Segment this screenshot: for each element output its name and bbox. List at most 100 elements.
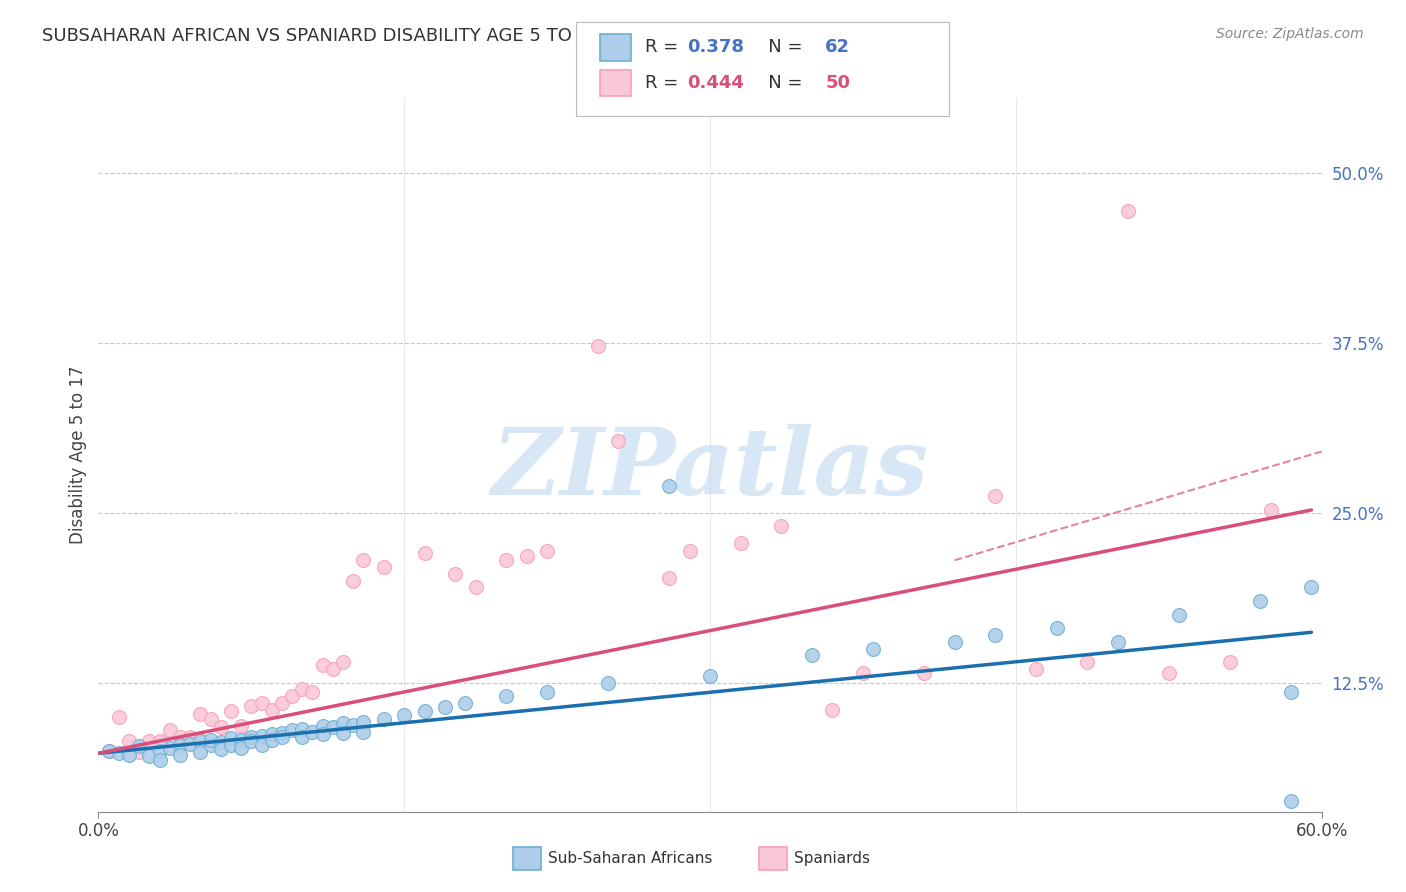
Point bbox=[1279, 794, 1302, 808]
Point bbox=[658, 571, 681, 585]
Point bbox=[332, 726, 354, 740]
Point bbox=[209, 735, 232, 749]
Text: 50: 50 bbox=[825, 74, 851, 92]
Point bbox=[260, 727, 283, 741]
Point bbox=[679, 543, 702, 558]
Point bbox=[291, 730, 314, 744]
Point bbox=[516, 549, 538, 564]
Point bbox=[1045, 621, 1069, 635]
Point bbox=[108, 746, 131, 760]
Point bbox=[260, 732, 283, 747]
Point bbox=[169, 738, 191, 752]
Point bbox=[352, 724, 374, 739]
Point bbox=[240, 734, 263, 748]
Point bbox=[128, 745, 150, 759]
Point bbox=[240, 698, 263, 713]
Point bbox=[231, 740, 253, 755]
Point bbox=[209, 721, 232, 735]
Point bbox=[250, 729, 273, 743]
Text: N =: N = bbox=[751, 74, 808, 92]
Point bbox=[270, 730, 294, 744]
Point bbox=[984, 489, 1007, 503]
Point bbox=[169, 747, 191, 762]
Text: N =: N = bbox=[751, 38, 808, 56]
Point bbox=[209, 742, 232, 756]
Point bbox=[159, 723, 181, 738]
Point bbox=[352, 714, 374, 729]
Point bbox=[1116, 203, 1139, 218]
Point bbox=[118, 747, 141, 762]
Point bbox=[260, 703, 283, 717]
Point bbox=[128, 739, 150, 754]
Text: R =: R = bbox=[645, 38, 685, 56]
Text: Spaniards: Spaniards bbox=[794, 852, 870, 866]
Point bbox=[200, 732, 222, 747]
Point bbox=[495, 689, 517, 703]
Point bbox=[322, 721, 344, 735]
Point bbox=[352, 553, 374, 567]
Point bbox=[413, 704, 436, 718]
Point bbox=[97, 743, 120, 757]
Point bbox=[464, 581, 486, 595]
Y-axis label: Disability Age 5 to 17: Disability Age 5 to 17 bbox=[69, 366, 87, 544]
Point bbox=[270, 726, 294, 740]
Point bbox=[188, 732, 212, 747]
Point bbox=[188, 745, 212, 759]
Point bbox=[536, 685, 558, 699]
Point bbox=[270, 696, 294, 710]
Point bbox=[240, 730, 263, 744]
Point bbox=[281, 723, 304, 738]
Text: Sub-Saharan Africans: Sub-Saharan Africans bbox=[548, 852, 713, 866]
Text: 62: 62 bbox=[825, 38, 851, 56]
Point bbox=[1279, 685, 1302, 699]
Point bbox=[943, 635, 966, 649]
Point bbox=[138, 749, 160, 764]
Point bbox=[1301, 581, 1323, 595]
Point bbox=[1260, 503, 1282, 517]
Text: 0.444: 0.444 bbox=[688, 74, 744, 92]
Point bbox=[821, 703, 844, 717]
Point bbox=[454, 696, 477, 710]
Point bbox=[149, 743, 172, 757]
Point bbox=[250, 696, 273, 710]
Point bbox=[97, 743, 120, 757]
Text: R =: R = bbox=[645, 74, 685, 92]
Point bbox=[250, 738, 273, 752]
Point bbox=[342, 717, 364, 731]
Point bbox=[392, 708, 416, 723]
Text: ZIPatlas: ZIPatlas bbox=[492, 425, 928, 514]
Point bbox=[434, 700, 457, 714]
Point bbox=[108, 709, 131, 723]
Point bbox=[1076, 655, 1098, 669]
Point bbox=[852, 666, 875, 681]
Point bbox=[342, 574, 364, 588]
Point bbox=[598, 675, 620, 690]
Point bbox=[219, 704, 242, 718]
Point bbox=[495, 553, 517, 567]
Point bbox=[984, 628, 1007, 642]
Point bbox=[607, 434, 630, 448]
Point bbox=[912, 666, 935, 681]
Point bbox=[770, 519, 793, 533]
Point bbox=[1025, 662, 1047, 676]
Point bbox=[159, 740, 181, 755]
Point bbox=[179, 730, 201, 744]
Point bbox=[658, 478, 681, 492]
Point bbox=[219, 738, 242, 752]
Point bbox=[730, 535, 752, 549]
Point bbox=[118, 734, 141, 748]
Point bbox=[200, 712, 222, 726]
Point bbox=[281, 689, 304, 703]
Point bbox=[699, 669, 721, 683]
Point bbox=[312, 719, 335, 733]
Point bbox=[586, 338, 609, 352]
Point bbox=[332, 655, 354, 669]
Point bbox=[1219, 655, 1241, 669]
Text: 0.378: 0.378 bbox=[688, 38, 745, 56]
Point bbox=[444, 566, 467, 581]
Point bbox=[322, 662, 344, 676]
Point bbox=[149, 753, 172, 767]
Point bbox=[862, 641, 884, 656]
Point bbox=[219, 731, 242, 746]
Point bbox=[138, 734, 160, 748]
